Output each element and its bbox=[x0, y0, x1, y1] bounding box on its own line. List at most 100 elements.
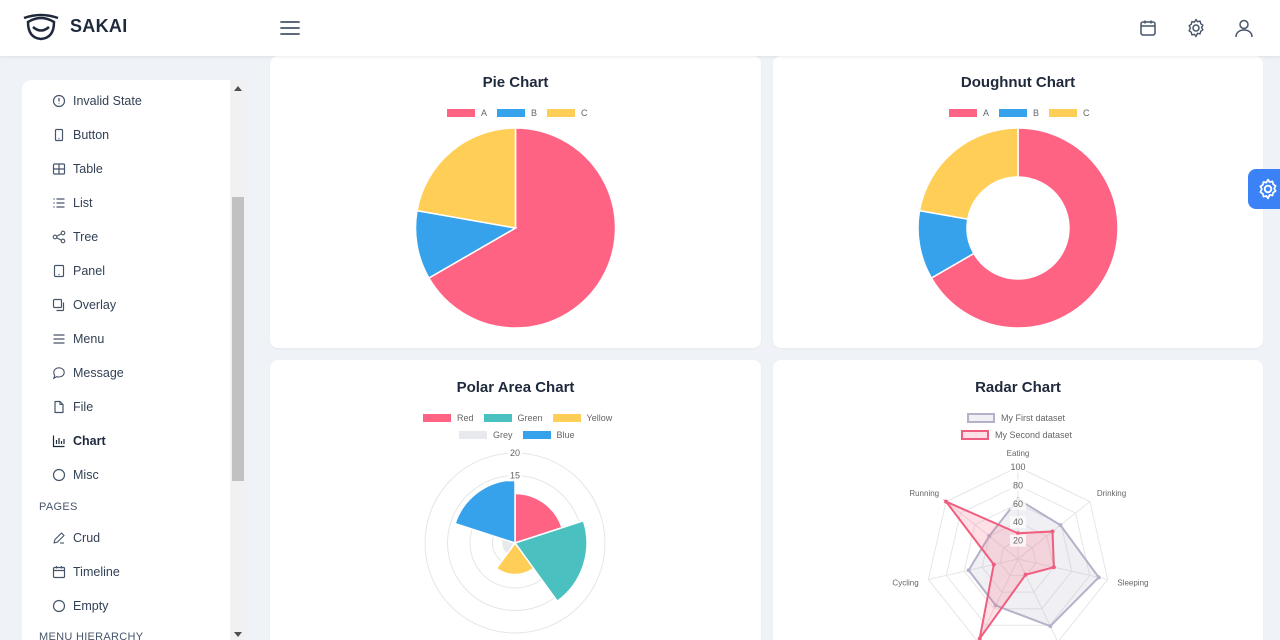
sidebar-item-label: Crud bbox=[73, 531, 101, 545]
radar-tick-label: 20 bbox=[1013, 536, 1023, 546]
polar-segment-red bbox=[514, 492, 564, 545]
legend-label: Yellow bbox=[586, 413, 613, 423]
sidebar-item-chart[interactable]: Chart bbox=[52, 431, 106, 451]
legend-label: My First dataset bbox=[1001, 413, 1066, 423]
topbar-actions bbox=[1116, 12, 1260, 44]
sidebar-item-panel[interactable]: Panel bbox=[52, 261, 105, 281]
polar-area-chart-legend-row-2: Grey Blue bbox=[459, 430, 585, 440]
menu-toggle-button[interactable] bbox=[274, 12, 306, 44]
legend-label: Green bbox=[517, 413, 543, 423]
radar-axis-line bbox=[1017, 558, 1058, 640]
polar-area-chart-title: Polar Area Chart bbox=[456, 379, 575, 396]
sidebar-item-message[interactable]: Message bbox=[52, 363, 124, 383]
radar-tick-label-backdrop bbox=[1010, 534, 1026, 547]
circle-icon bbox=[52, 599, 66, 613]
settings-button[interactable] bbox=[1180, 12, 1212, 44]
polar-segment-yellow bbox=[495, 541, 535, 576]
doughnut-chart bbox=[917, 127, 1119, 329]
radar-point bbox=[991, 562, 996, 567]
radar-point bbox=[1050, 529, 1055, 534]
sidebar-item-overlay[interactable]: Overlay bbox=[52, 295, 116, 315]
sidebar-item-empty[interactable]: Empty bbox=[52, 596, 108, 616]
radar-tick-label-backdrop bbox=[1010, 497, 1026, 510]
topbar: SAKAI bbox=[0, 0, 1280, 56]
radar-point bbox=[1096, 575, 1101, 580]
radar-tick-label-backdrop bbox=[1010, 461, 1026, 473]
legend-label: B bbox=[1033, 108, 1040, 118]
sidebar-item-label: File bbox=[73, 400, 94, 414]
table-icon bbox=[52, 162, 66, 176]
radar-series-2 bbox=[942, 499, 1055, 640]
legend-item[interactable]: Red bbox=[423, 413, 474, 423]
calendar-icon bbox=[52, 565, 66, 579]
sidebar-item-label: Panel bbox=[73, 264, 105, 278]
legend-item[interactable]: Green bbox=[483, 413, 543, 423]
legend-label: My Second dataset bbox=[995, 430, 1073, 440]
sidebar-item-invalid-state[interactable]: Invalid State bbox=[52, 91, 142, 111]
scroll-down-arrow[interactable] bbox=[234, 632, 242, 637]
sidebar-item-menu[interactable]: Menu bbox=[52, 329, 104, 349]
sidebar-item-button[interactable]: Button bbox=[52, 125, 109, 145]
clone-icon bbox=[52, 298, 66, 312]
mobile-icon bbox=[52, 128, 66, 142]
sidebar-item-misc[interactable]: Misc bbox=[52, 465, 99, 485]
legend-label: Grey bbox=[493, 430, 513, 440]
legend-item[interactable]: B bbox=[497, 108, 537, 118]
radar-tick-label-backdrop bbox=[1010, 516, 1026, 529]
menu-icon bbox=[280, 21, 300, 35]
radar-point bbox=[944, 499, 949, 504]
sidebar-item-label: Timeline bbox=[73, 565, 120, 579]
sidebar-item-label: Message bbox=[73, 366, 124, 380]
legend-item[interactable]: Blue bbox=[522, 430, 575, 440]
sidebar-item-file[interactable]: File bbox=[52, 397, 93, 417]
scrollbar-thumb[interactable] bbox=[232, 197, 244, 481]
radar-axis-line bbox=[945, 501, 1019, 560]
radar-grid-ring bbox=[963, 503, 1073, 610]
doughnut-chart-card: Doughnut Chart A B C bbox=[773, 56, 1263, 348]
scroll-up-arrow[interactable] bbox=[234, 86, 242, 91]
sidebar-scrollbar[interactable] bbox=[230, 80, 246, 640]
profile-button[interactable] bbox=[1228, 12, 1260, 44]
sidebar-item-table[interactable]: Table bbox=[52, 159, 103, 179]
radar-point bbox=[993, 603, 998, 608]
layout-config-button[interactable] bbox=[1248, 169, 1280, 209]
legend-item[interactable]: A bbox=[949, 108, 989, 118]
radar-tick-label: 100 bbox=[1010, 462, 1025, 472]
radar-axis-label: Running bbox=[909, 489, 939, 498]
app-name: SAKAI bbox=[70, 15, 128, 36]
chart-bar-icon bbox=[52, 434, 66, 448]
sidebar-item-tree[interactable]: Tree bbox=[52, 227, 98, 247]
sidebar-item-timeline[interactable]: Timeline bbox=[52, 562, 120, 582]
sidebar-item-label: Menu bbox=[73, 332, 105, 346]
sakai-logo-icon bbox=[23, 13, 59, 41]
legend-item[interactable]: C bbox=[1049, 108, 1090, 118]
radar-chart-legend-row-1: My First dataset bbox=[967, 413, 1075, 423]
radar-grid-ring bbox=[927, 466, 1109, 640]
radar-axis-line bbox=[1017, 558, 1108, 580]
legend-item[interactable]: B bbox=[999, 108, 1039, 118]
legend-item[interactable]: C bbox=[547, 108, 588, 118]
legend-item[interactable]: Yellow bbox=[552, 413, 613, 423]
legend-item[interactable]: Grey bbox=[459, 430, 513, 440]
pie-slice-b bbox=[414, 209, 518, 280]
radar-chart: 20406080100EatingDrinkingSleepingDesigni… bbox=[892, 449, 1148, 640]
calendar-button[interactable] bbox=[1132, 12, 1164, 44]
logo[interactable]: SAKAI bbox=[22, 10, 128, 42]
file-icon bbox=[52, 400, 66, 414]
legend-label: Blue bbox=[556, 430, 575, 440]
doughnut-slice-c bbox=[918, 127, 1019, 221]
legend-label: C bbox=[581, 108, 588, 118]
comment-icon bbox=[52, 366, 66, 380]
legend-item[interactable]: My Second dataset bbox=[961, 430, 1072, 440]
user-icon bbox=[1235, 19, 1253, 38]
pie-chart bbox=[414, 127, 617, 329]
sidebar-item-crud[interactable]: Crud bbox=[52, 528, 100, 548]
legend-item[interactable]: My First dataset bbox=[967, 413, 1065, 423]
sidebar-item-label: Table bbox=[73, 162, 103, 176]
radar-point bbox=[1023, 572, 1028, 577]
radar-point bbox=[977, 636, 982, 640]
polar-tick-label-backdrop bbox=[508, 447, 522, 459]
sidebar-item-list[interactable]: List bbox=[52, 193, 92, 213]
legend-item[interactable]: A bbox=[447, 108, 487, 118]
legend-swatch bbox=[967, 413, 995, 423]
